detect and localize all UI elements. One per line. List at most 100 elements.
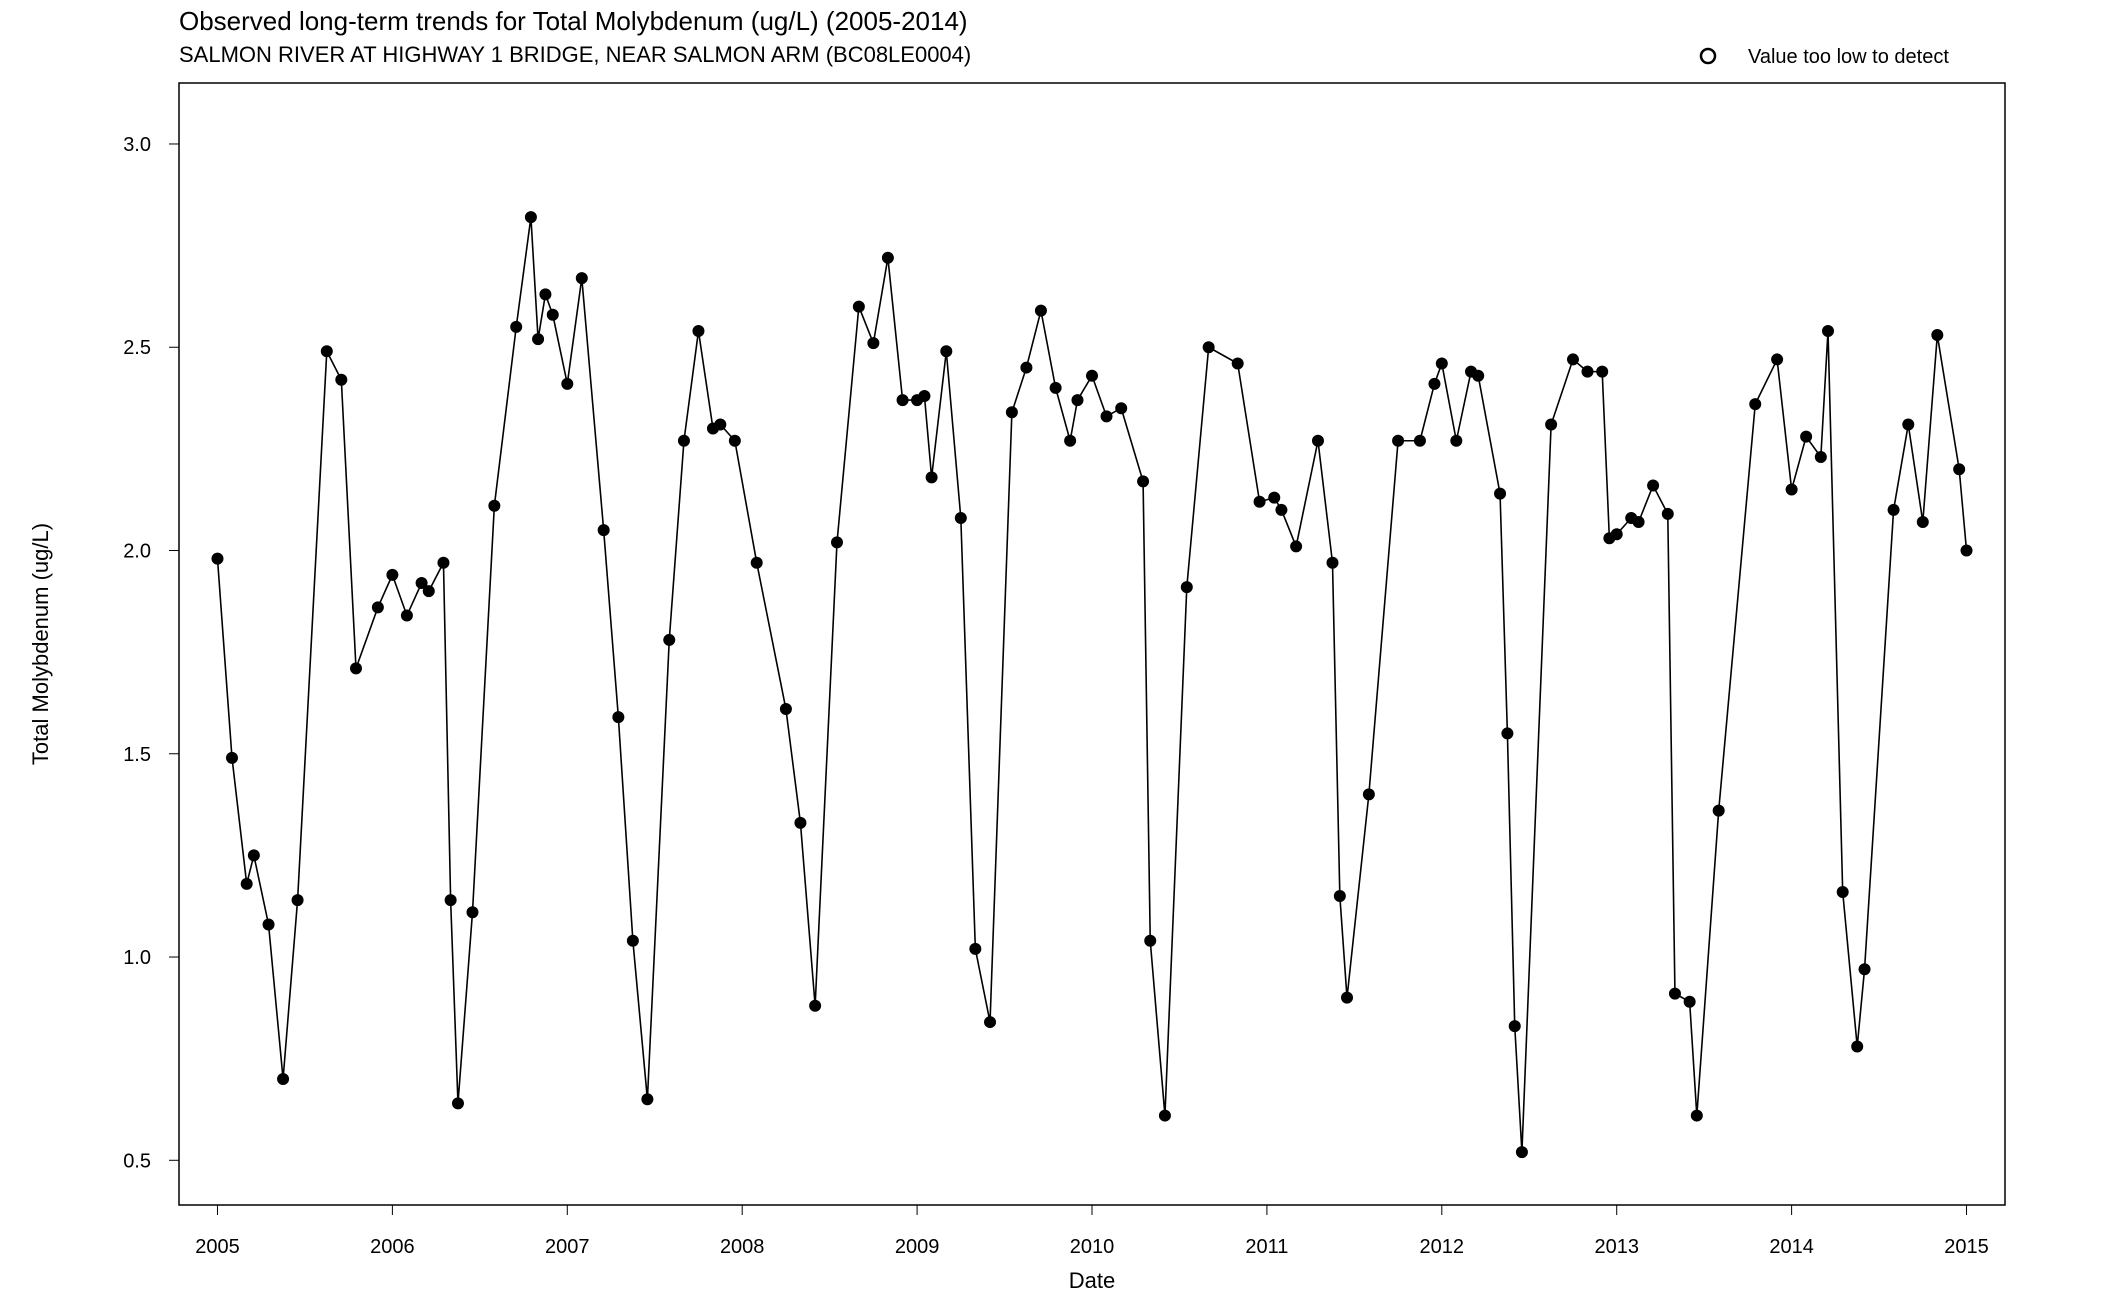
data-point xyxy=(1509,1021,1520,1032)
data-point xyxy=(1633,517,1644,528)
data-point xyxy=(678,435,689,446)
x-axis-label: Date xyxy=(1069,1268,1115,1293)
x-tick-label: 2014 xyxy=(1769,1236,1814,1258)
data-point xyxy=(1662,508,1673,519)
data-point xyxy=(1750,399,1761,410)
data-point xyxy=(321,346,332,357)
data-point xyxy=(1495,488,1506,499)
data-point xyxy=(664,634,675,645)
data-point xyxy=(452,1098,463,1109)
data-point xyxy=(1837,886,1848,897)
data-point xyxy=(1116,403,1127,414)
data-point xyxy=(241,878,252,889)
data-point xyxy=(729,435,740,446)
data-point xyxy=(1713,805,1724,816)
data-point xyxy=(1087,370,1098,381)
x-tick-label: 2006 xyxy=(370,1236,415,1258)
y-tick-label: 2.0 xyxy=(123,541,151,563)
data-point xyxy=(1473,370,1484,381)
data-point xyxy=(1065,435,1076,446)
data-point xyxy=(1772,354,1783,365)
data-point xyxy=(547,309,558,320)
data-point xyxy=(1516,1147,1527,1158)
x-tick-label: 2011 xyxy=(1245,1236,1288,1258)
data-point xyxy=(1546,419,1557,430)
data-point xyxy=(1363,789,1374,800)
y-axis-label: Total Molybdenum (ug/L) xyxy=(28,523,53,765)
data-point xyxy=(1684,996,1695,1007)
data-point xyxy=(955,512,966,523)
data-point xyxy=(1801,431,1812,442)
data-point xyxy=(1691,1110,1702,1121)
data-point xyxy=(598,525,609,536)
data-point xyxy=(1254,496,1265,507)
data-point xyxy=(1393,435,1404,446)
x-tick-label: 2012 xyxy=(1420,1236,1465,1258)
x-tick-label: 2009 xyxy=(895,1236,940,1258)
data-point xyxy=(467,907,478,918)
data-point xyxy=(489,500,500,511)
data-point xyxy=(1429,378,1440,389)
data-point xyxy=(562,378,573,389)
data-point xyxy=(1291,541,1302,552)
data-point xyxy=(1822,325,1833,336)
chart-container: Observed long-term trends for Total Moly… xyxy=(0,0,2112,1309)
x-tick-label: 2008 xyxy=(720,1236,765,1258)
chart-svg: Observed long-term trends for Total Moly… xyxy=(0,0,2112,1309)
data-point xyxy=(882,252,893,263)
data-point xyxy=(1101,411,1112,422)
data-point xyxy=(1035,305,1046,316)
data-point xyxy=(1159,1110,1170,1121)
x-tick-label: 2007 xyxy=(545,1236,590,1258)
data-point xyxy=(438,557,449,568)
data-point xyxy=(868,338,879,349)
data-point xyxy=(351,663,362,674)
data-point xyxy=(941,346,952,357)
data-point xyxy=(278,1073,289,1084)
data-point xyxy=(613,712,624,723)
data-point xyxy=(212,553,223,564)
data-point xyxy=(642,1094,653,1105)
data-point xyxy=(926,472,937,483)
data-point xyxy=(1932,330,1943,341)
data-point xyxy=(1786,484,1797,495)
data-point xyxy=(576,273,587,284)
data-point xyxy=(1954,464,1965,475)
data-point xyxy=(1888,504,1899,515)
data-point xyxy=(372,602,383,613)
data-point xyxy=(1648,480,1659,491)
data-point xyxy=(1597,366,1608,377)
data-point xyxy=(1145,935,1156,946)
data-point xyxy=(693,325,704,336)
data-point xyxy=(1050,382,1061,393)
data-point xyxy=(1436,358,1447,369)
chart-subtitle: SALMON RIVER AT HIGHWAY 1 BRIDGE, NEAR S… xyxy=(179,42,971,67)
data-point xyxy=(1451,435,1462,446)
data-point xyxy=(292,895,303,906)
y-tick-label: 1.0 xyxy=(123,947,151,969)
data-point xyxy=(533,334,544,345)
data-point xyxy=(511,321,522,332)
data-point xyxy=(1232,358,1243,369)
data-point xyxy=(1852,1041,1863,1052)
data-point xyxy=(1021,362,1032,373)
x-tick-label: 2015 xyxy=(1944,1236,1989,1258)
x-tick-label: 2005 xyxy=(195,1236,240,1258)
data-point xyxy=(1582,366,1593,377)
data-point xyxy=(985,1017,996,1028)
data-point xyxy=(423,586,434,597)
data-point xyxy=(780,704,791,715)
data-point xyxy=(1414,435,1425,446)
data-point xyxy=(1203,342,1214,353)
data-point xyxy=(248,850,259,861)
data-point xyxy=(1815,452,1826,463)
data-point xyxy=(1181,582,1192,593)
x-tick-label: 2010 xyxy=(1070,1236,1115,1258)
legend-label: Value too low to detect xyxy=(1748,46,1949,68)
data-point xyxy=(1917,517,1928,528)
data-point xyxy=(853,301,864,312)
data-point xyxy=(445,895,456,906)
data-point xyxy=(401,610,412,621)
data-point xyxy=(715,419,726,430)
x-tick-label: 2013 xyxy=(1594,1236,1639,1258)
